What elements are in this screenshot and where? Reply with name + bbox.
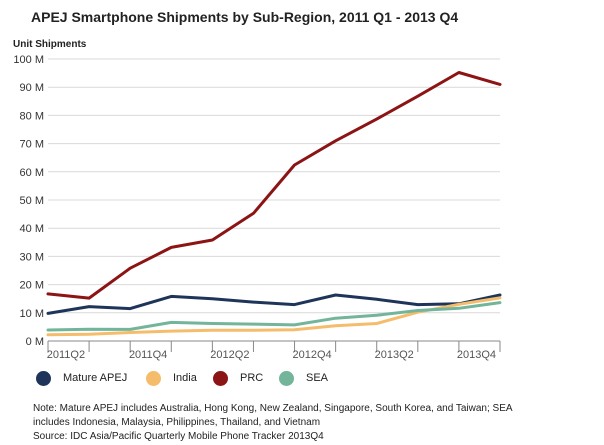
y-tick-label: 50 M (20, 195, 44, 207)
y-axis-label: Unit Shipments (13, 39, 87, 50)
y-tick-label: 80 M (20, 110, 44, 122)
footnote: Note: Mature APEJ includes Australia, Ho… (33, 402, 593, 444)
y-tick-label: 30 M (20, 251, 44, 263)
x-tick-label: 2013Q2 (375, 349, 414, 361)
axes: 0 M 10 M 20 M 30 M 40 M 50 M 60 M 70 M 80 M 90 M 1… (13, 54, 501, 361)
series-line-sea (46, 301, 502, 332)
x-tick-label: 2011Q4 (129, 349, 167, 361)
chart-title: APEJ Smartphone Shipments by Sub-Region,… (31, 9, 459, 25)
y-tick-label: 10 M (20, 308, 44, 320)
legend-label: SEA (306, 372, 329, 384)
series-line-prc (46, 71, 502, 300)
y-tick-label: 60 M (20, 167, 44, 179)
y-tick-label: 70 M (20, 139, 44, 151)
x-tick-label: 2013Q4 (457, 349, 496, 361)
y-tick-label: 90 M (20, 82, 44, 94)
x-tick-label: 2012Q4 (292, 349, 331, 361)
legend-label: India (173, 372, 197, 384)
x-tick-label: 2011Q2 (47, 349, 85, 361)
series-line-mature-apej (46, 293, 502, 315)
legend-label: Mature APEJ (63, 372, 128, 384)
y-tick-label: 100 M (13, 54, 44, 66)
legend-swatch-india (146, 371, 161, 386)
note-line-2: includes Indonesia, Malaysia, Philippine… (33, 417, 321, 428)
source-line: Source: IDC Asia/Pacific Quarterly Mobil… (33, 431, 324, 442)
y-tick-label: 20 M (20, 280, 44, 292)
y-tick-label: 40 M (20, 223, 44, 235)
x-tick-label: 2012Q2 (210, 349, 249, 361)
legend-swatch-mature-apej (36, 371, 51, 386)
legend-label: PRC (240, 372, 264, 384)
y-tick-label: 0 M (26, 336, 44, 348)
gridlines (48, 58, 500, 314)
note-line-1: Note: Mature APEJ includes Australia, Ho… (33, 403, 513, 414)
series-lines (46, 71, 502, 337)
legend-swatch-prc (213, 371, 228, 386)
legend-swatch-sea (279, 371, 294, 386)
